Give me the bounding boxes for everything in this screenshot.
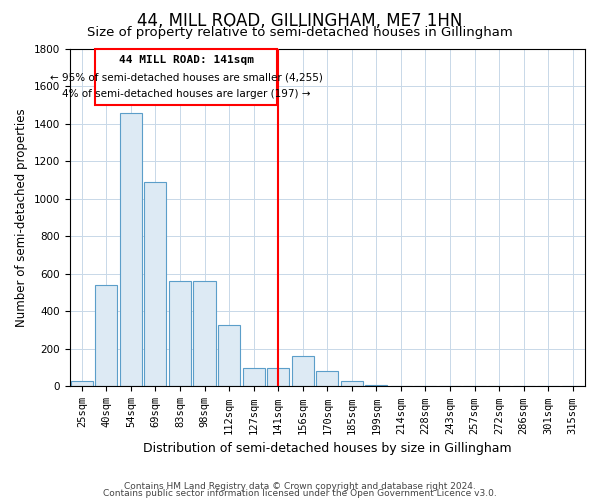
Text: 44, MILL ROAD, GILLINGHAM, ME7 1HN: 44, MILL ROAD, GILLINGHAM, ME7 1HN bbox=[137, 12, 463, 30]
Bar bbox=[292, 356, 314, 386]
Text: Contains HM Land Registry data © Crown copyright and database right 2024.: Contains HM Land Registry data © Crown c… bbox=[124, 482, 476, 491]
Bar bbox=[242, 368, 265, 386]
Bar bbox=[316, 372, 338, 386]
Bar bbox=[71, 381, 93, 386]
Text: Contains public sector information licensed under the Open Government Licence v3: Contains public sector information licen… bbox=[103, 488, 497, 498]
Bar bbox=[267, 368, 289, 386]
Bar bbox=[169, 282, 191, 387]
Bar bbox=[218, 324, 240, 386]
Bar bbox=[365, 384, 388, 386]
Bar bbox=[95, 285, 118, 386]
Text: 44 MILL ROAD: 141sqm: 44 MILL ROAD: 141sqm bbox=[119, 55, 254, 65]
Y-axis label: Number of semi-detached properties: Number of semi-detached properties bbox=[15, 108, 28, 327]
Text: 4% of semi-detached houses are larger (197) →: 4% of semi-detached houses are larger (1… bbox=[62, 89, 310, 99]
Bar bbox=[341, 381, 363, 386]
Bar bbox=[145, 182, 166, 386]
Text: ← 95% of semi-detached houses are smaller (4,255): ← 95% of semi-detached houses are smalle… bbox=[50, 72, 323, 82]
X-axis label: Distribution of semi-detached houses by size in Gillingham: Distribution of semi-detached houses by … bbox=[143, 442, 512, 455]
Bar bbox=[120, 112, 142, 386]
FancyBboxPatch shape bbox=[95, 49, 277, 105]
Bar bbox=[193, 282, 215, 387]
Text: Size of property relative to semi-detached houses in Gillingham: Size of property relative to semi-detach… bbox=[87, 26, 513, 39]
